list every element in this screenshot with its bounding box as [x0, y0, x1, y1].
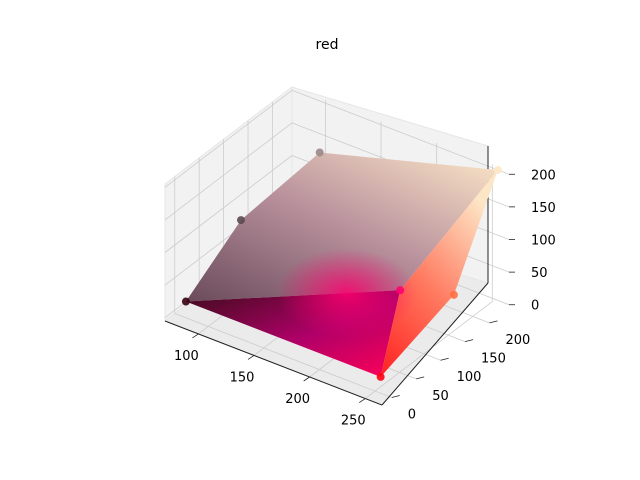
- z-tick-label: 100: [531, 234, 556, 249]
- y-tick-mark: [416, 376, 425, 380]
- x-tick-mark: [192, 333, 199, 339]
- y-tick-label: 100: [457, 370, 482, 385]
- y-tick-label: 50: [432, 389, 449, 404]
- gridline-z-back: [291, 89, 510, 175]
- x-tick-mark: [303, 376, 310, 382]
- z-tick-label: 200: [531, 168, 556, 183]
- data-point-pink-mid: [396, 286, 405, 295]
- x-tick-label: 250: [341, 414, 366, 429]
- data-point-dark-corner: [181, 297, 190, 306]
- x-axis-line: [164, 320, 383, 406]
- gridline-y-floor: [174, 313, 392, 398]
- y-tick-mark: [391, 395, 400, 398]
- gridline-x-floor: [365, 301, 493, 399]
- y-axis-line: [381, 282, 489, 406]
- cloud-right-face: [380, 169, 498, 377]
- data-point-cream-top: [493, 165, 502, 174]
- gridline-z-left: [164, 89, 293, 188]
- data-point-orange-edge: [449, 290, 458, 299]
- cloud-front-face: [185, 301, 381, 377]
- gridline-z-left: [164, 155, 293, 253]
- x-tick-mark: [247, 355, 255, 360]
- z-tick-label: 0: [531, 299, 539, 314]
- z-tick-label: 50: [531, 266, 548, 281]
- y-tick-label: 150: [481, 352, 506, 367]
- x-tick-mark: [359, 398, 366, 403]
- x-tick-label: 150: [230, 370, 255, 385]
- x-tick-label: 200: [285, 392, 310, 407]
- data-cloud: [181, 148, 502, 381]
- cloud-top-face: [185, 152, 498, 302]
- y-tick-label: 200: [505, 333, 530, 348]
- data-point-grey-left: [236, 216, 245, 225]
- data-point-grey-top: [315, 148, 324, 157]
- gridline-z-left: [164, 122, 293, 221]
- x-tick-label: 100: [174, 349, 199, 364]
- y-tick-mark: [489, 320, 498, 324]
- y-tick-mark: [440, 357, 449, 361]
- chart-title: red: [316, 37, 339, 53]
- data-point-red-corner: [376, 372, 385, 381]
- y-tick-mark: [464, 339, 474, 342]
- cloud-pink-glow: [276, 248, 417, 339]
- z-tick-label: 150: [531, 201, 556, 216]
- tick-labels: 100 150 200 250 0 50 100 150 200 0 50 100 150 200: [174, 168, 556, 428]
- y-tick-label: 0: [408, 408, 416, 423]
